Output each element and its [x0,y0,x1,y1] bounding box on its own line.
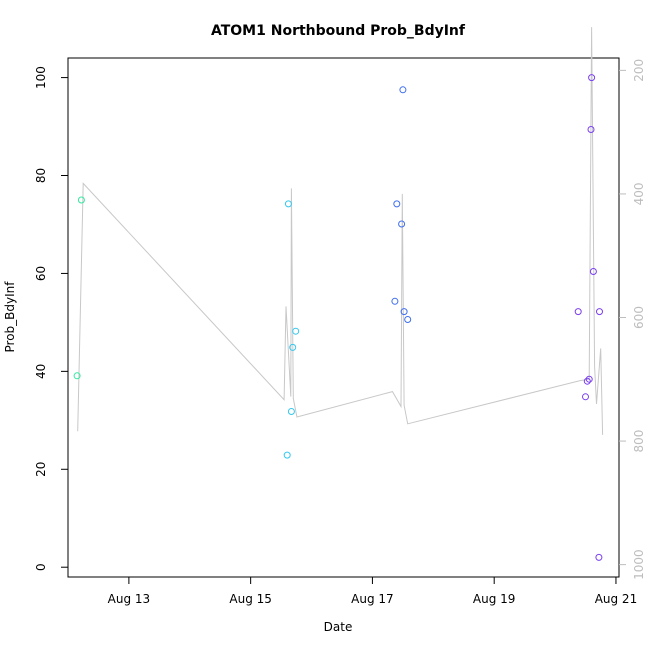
x-tick-label-0: Aug 13 [108,592,151,606]
y-tick-label-4: 80 [34,168,48,183]
data-point-17 [587,126,595,133]
secondary-series-layer [77,27,604,435]
data-points-layer [73,74,603,561]
chart-title: ATOM1 Northbound Prob_BdyInf [211,23,466,39]
data-point-18 [588,74,596,82]
x-axis-label: Date [324,620,353,634]
y2-tick-label-2: 600 [632,306,646,329]
x-tick-label-1: Aug 15 [229,592,272,606]
data-point-3 [284,200,292,208]
y-tick-label-3: 60 [34,266,48,281]
y2-tick-label-1: 400 [632,182,646,205]
plot-frame [67,57,620,578]
y-tick-label-2: 40 [34,364,48,379]
data-point-19 [589,268,597,275]
y-tick-label-1: 20 [34,462,48,477]
data-point-6 [292,327,300,335]
y2-tick-label-0: 200 [632,59,646,82]
x-axis: Aug 13 Aug 15 Aug 17 Aug 19 Aug 21 [108,576,638,606]
data-point-20 [595,553,603,561]
data-point-21 [596,308,603,316]
y-axis-label: Prob_BdyInf [3,281,17,353]
x-tick-label-2: Aug 17 [351,592,394,606]
data-point-15 [583,377,591,385]
y2-tick-label-4: 1000 [632,549,646,580]
data-point-7 [391,297,399,305]
data-point-5 [289,343,297,351]
data-point-13 [574,308,582,316]
data-point-16 [585,375,593,383]
data-point-12 [404,316,412,323]
data-point-9 [398,220,406,228]
secondary-series-line [77,27,604,435]
data-point-0 [73,372,81,380]
data-point-2 [283,451,291,459]
y-tick-label-0: 0 [34,563,48,571]
y-tick-label-5: 100 [34,66,48,89]
y-axis: 0 20 40 60 80 100 [34,66,69,571]
data-point-11 [400,308,408,316]
x-tick-label-4: Aug 21 [595,592,638,606]
secondary-y-axis: 200 400 600 800 1000 [619,59,646,580]
data-point-14 [582,393,589,401]
y2-tick-label-3: 800 [632,430,646,453]
data-point-8 [393,200,401,208]
data-point-4 [287,408,295,415]
x-tick-label-3: Aug 19 [473,592,516,606]
data-point-1 [77,196,85,204]
data-point-10 [399,86,407,94]
